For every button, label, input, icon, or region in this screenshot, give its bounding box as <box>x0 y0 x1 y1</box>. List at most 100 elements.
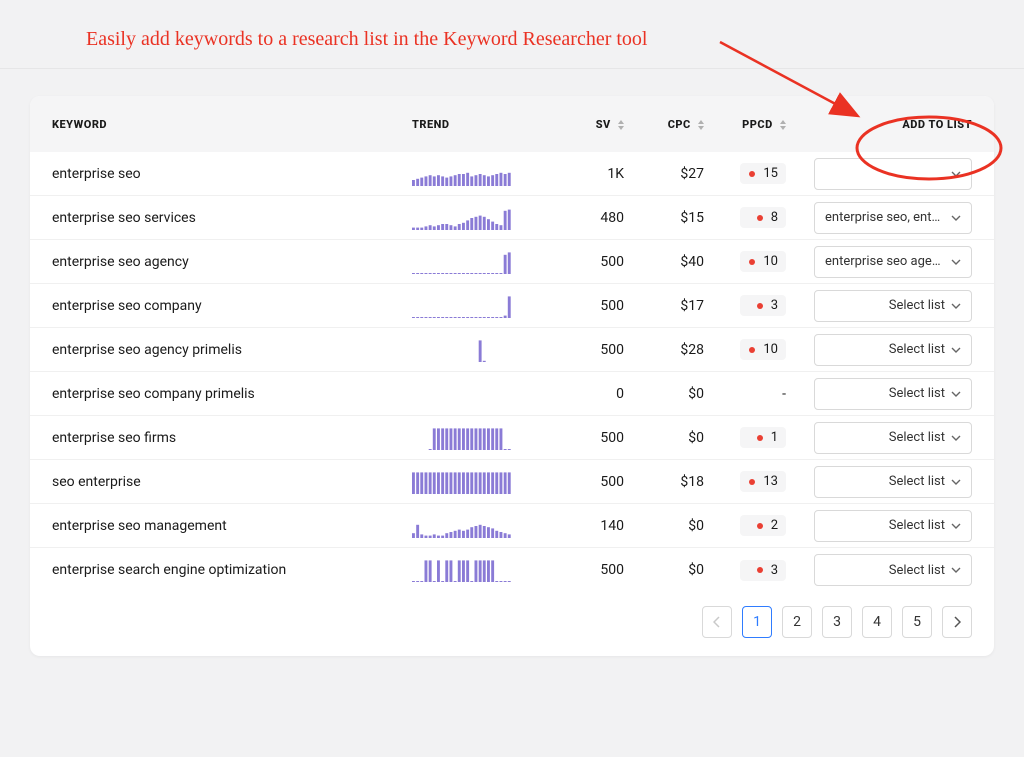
select-list-label: enterprise seo agency <box>825 254 945 269</box>
chevron-down-icon <box>951 435 961 441</box>
sv-cell: 500 <box>552 342 632 358</box>
ppcd-dot-icon <box>757 215 763 221</box>
sort-icon <box>618 120 624 130</box>
trend-sparkline <box>412 382 552 406</box>
chevron-down-icon <box>951 523 961 529</box>
cpc-cell: $27 <box>632 166 712 182</box>
ppcd-cell: 3 <box>712 295 792 316</box>
trend-sparkline <box>412 426 552 450</box>
pagination-page[interactable]: 3 <box>822 606 852 638</box>
add-to-list-cell: enterprise seo, enterprise seo services <box>792 202 972 234</box>
ppcd-cell: 10 <box>712 339 792 360</box>
pagination-page[interactable]: 1 <box>742 606 772 638</box>
keyword-cell: enterprise seo company <box>52 298 412 314</box>
chevron-left-icon <box>713 616 721 628</box>
keyword-cell: enterprise seo management <box>52 518 412 534</box>
keyword-cell: enterprise seo agency primelis <box>52 342 412 358</box>
add-to-list-cell: Select list <box>792 290 972 322</box>
ppcd-dot-icon <box>757 567 763 573</box>
sv-cell: 500 <box>552 254 632 270</box>
sort-icon <box>780 120 786 130</box>
ppcd-badge: 3 <box>740 295 786 316</box>
add-to-list-select[interactable]: Select list <box>814 334 972 366</box>
select-list-label: Select list <box>825 386 945 401</box>
trend-sparkline <box>412 206 552 230</box>
table-row: enterprise seo1K$2715 <box>30 152 994 196</box>
pagination-page[interactable]: 4 <box>862 606 892 638</box>
trend-sparkline <box>412 470 552 494</box>
ppcd-badge: 1 <box>740 427 786 448</box>
cpc-cell: $28 <box>632 342 712 358</box>
ppcd-cell: 3 <box>712 560 792 581</box>
add-to-list-select[interactable]: enterprise seo, enterprise seo services <box>814 202 972 234</box>
cpc-cell: $15 <box>632 210 712 226</box>
sv-cell: 1K <box>552 166 632 182</box>
pagination-page[interactable]: 2 <box>782 606 812 638</box>
select-list-label: Select list <box>825 518 945 533</box>
ppcd-dot-icon <box>749 479 755 485</box>
divider <box>0 68 1024 69</box>
table-row: enterprise seo company500$173Select list <box>30 284 994 328</box>
table-row: enterprise search engine optimization500… <box>30 548 994 592</box>
pagination-prev[interactable] <box>702 606 732 638</box>
trend-sparkline <box>412 558 552 582</box>
cpc-cell: $0 <box>632 562 712 578</box>
ppcd-dot-icon <box>757 523 763 529</box>
pagination-page[interactable]: 5 <box>902 606 932 638</box>
col-header-cpc[interactable]: CPC <box>632 118 712 131</box>
col-header-add-to-list: ADD TO LIST <box>792 118 972 131</box>
ppcd-cell: - <box>712 386 792 402</box>
ppcd-badge: 15 <box>740 163 786 184</box>
add-to-list-cell: Select list <box>792 378 972 410</box>
add-to-list-select[interactable]: Select list <box>814 466 972 498</box>
add-to-list-select[interactable]: Select list <box>814 422 972 454</box>
col-header-trend: TREND <box>412 118 552 131</box>
col-header-sv[interactable]: SV <box>552 118 632 131</box>
table-row: seo enterprise500$1813Select list <box>30 460 994 504</box>
table-row: enterprise seo agency500$4010enterprise … <box>30 240 994 284</box>
add-to-list-select[interactable]: Select list <box>814 510 972 542</box>
chevron-down-icon <box>951 479 961 485</box>
pagination-next[interactable] <box>942 606 972 638</box>
chevron-down-icon <box>951 347 961 353</box>
sv-cell: 500 <box>552 430 632 446</box>
trend-sparkline <box>412 514 552 538</box>
ppcd-dot-icon <box>749 259 755 265</box>
add-to-list-select[interactable] <box>814 158 972 190</box>
select-list-label: Select list <box>825 563 945 578</box>
chevron-down-icon <box>951 567 961 573</box>
trend-sparkline <box>412 294 552 318</box>
cpc-cell: $18 <box>632 474 712 490</box>
annotation-text: Easily add keywords to a research list i… <box>86 28 647 51</box>
table-header-row: KEYWORD TREND SV CPC PPCD ADD TO LIST <box>30 96 994 152</box>
ppcd-badge: 3 <box>740 560 786 581</box>
ppcd-dot-icon <box>757 435 763 441</box>
add-to-list-select[interactable]: enterprise seo agency <box>814 246 972 278</box>
sv-cell: 140 <box>552 518 632 534</box>
add-to-list-cell: Select list <box>792 422 972 454</box>
add-to-list-cell <box>792 158 972 190</box>
ppcd-dot-icon <box>749 347 755 353</box>
add-to-list-cell: Select list <box>792 466 972 498</box>
ppcd-cell: 2 <box>712 515 792 536</box>
ppcd-badge: 10 <box>740 251 786 272</box>
sv-cell: 480 <box>552 210 632 226</box>
select-list-label: Select list <box>825 430 945 445</box>
col-header-keyword[interactable]: KEYWORD <box>52 118 412 131</box>
col-header-ppcd[interactable]: PPCD <box>712 118 792 131</box>
chevron-down-icon <box>951 259 961 265</box>
ppcd-cell: 15 <box>712 163 792 184</box>
ppcd-badge: 13 <box>740 471 786 492</box>
cpc-cell: $17 <box>632 298 712 314</box>
cpc-cell: $0 <box>632 386 712 402</box>
table-row: enterprise seo management140$02Select li… <box>30 504 994 548</box>
add-to-list-select[interactable]: Select list <box>814 554 972 586</box>
trend-sparkline <box>412 250 552 274</box>
pagination: 12345 <box>30 592 994 656</box>
select-list-label: Select list <box>825 342 945 357</box>
chevron-down-icon <box>951 391 961 397</box>
add-to-list-select[interactable]: Select list <box>814 290 972 322</box>
keyword-cell: enterprise seo services <box>52 210 412 226</box>
add-to-list-select[interactable]: Select list <box>814 378 972 410</box>
ppcd-dot-icon <box>757 303 763 309</box>
